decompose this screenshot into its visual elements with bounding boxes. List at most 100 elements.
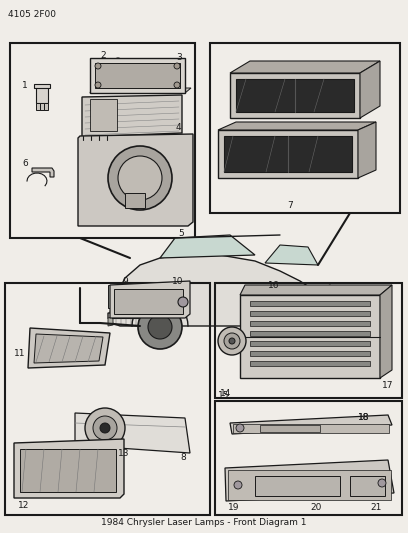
Circle shape: [85, 408, 125, 448]
Circle shape: [100, 423, 110, 433]
Polygon shape: [265, 245, 318, 265]
Polygon shape: [78, 134, 193, 226]
Circle shape: [378, 479, 386, 487]
Circle shape: [118, 156, 162, 200]
Polygon shape: [40, 103, 44, 110]
Text: 5: 5: [178, 229, 184, 238]
Text: 8: 8: [180, 454, 186, 463]
Circle shape: [234, 481, 242, 489]
Polygon shape: [224, 136, 352, 172]
Polygon shape: [218, 130, 358, 178]
Ellipse shape: [50, 466, 70, 476]
Text: 11: 11: [14, 349, 25, 358]
Bar: [228, 470, 391, 500]
Polygon shape: [90, 58, 185, 93]
Text: 1: 1: [22, 82, 28, 91]
Bar: [250, 301, 370, 306]
Text: 9: 9: [122, 277, 128, 286]
Text: 21: 21: [370, 504, 381, 513]
Ellipse shape: [44, 336, 92, 358]
Text: 4: 4: [176, 123, 182, 132]
Polygon shape: [240, 295, 380, 378]
Text: 18: 18: [358, 413, 370, 422]
Polygon shape: [360, 61, 380, 118]
Polygon shape: [108, 317, 113, 326]
Polygon shape: [160, 235, 255, 258]
Text: 4105 2F00: 4105 2F00: [8, 10, 56, 19]
Bar: [90, 99, 117, 131]
Text: 16: 16: [268, 280, 279, 289]
Bar: [215, 283, 402, 398]
Polygon shape: [108, 255, 330, 326]
Bar: [108, 285, 125, 308]
Bar: [250, 321, 370, 326]
Circle shape: [95, 63, 101, 69]
Circle shape: [138, 305, 182, 349]
Polygon shape: [236, 79, 354, 112]
Polygon shape: [230, 415, 392, 434]
Circle shape: [174, 63, 180, 69]
Circle shape: [268, 315, 292, 339]
Polygon shape: [218, 122, 376, 130]
Polygon shape: [82, 95, 182, 137]
Circle shape: [95, 82, 101, 88]
Circle shape: [258, 305, 302, 349]
Polygon shape: [32, 168, 54, 177]
Bar: [10, 43, 195, 238]
Bar: [95, 63, 180, 88]
Polygon shape: [90, 88, 191, 93]
Text: 2: 2: [100, 51, 106, 60]
Bar: [260, 425, 320, 432]
Circle shape: [174, 82, 180, 88]
Polygon shape: [315, 285, 340, 301]
Polygon shape: [44, 103, 48, 110]
Polygon shape: [380, 285, 392, 378]
Bar: [250, 331, 370, 336]
Text: 7: 7: [287, 200, 293, 209]
Circle shape: [218, 327, 246, 355]
Text: 12: 12: [18, 500, 29, 510]
Polygon shape: [240, 285, 392, 295]
Polygon shape: [34, 334, 103, 363]
Polygon shape: [230, 73, 360, 118]
Text: 18: 18: [358, 413, 370, 422]
Text: 14: 14: [220, 389, 231, 398]
Bar: [350, 476, 385, 496]
Bar: [250, 341, 370, 346]
Polygon shape: [36, 103, 40, 110]
Polygon shape: [225, 460, 394, 501]
Text: 17: 17: [382, 381, 393, 390]
Bar: [114, 289, 183, 314]
Text: 20: 20: [310, 504, 322, 513]
Polygon shape: [358, 122, 376, 178]
Bar: [125, 193, 145, 208]
Circle shape: [178, 297, 188, 307]
Text: 15: 15: [218, 391, 229, 400]
Bar: [210, 43, 400, 213]
Bar: [250, 361, 370, 366]
Bar: [5, 283, 210, 515]
Circle shape: [229, 338, 235, 344]
Circle shape: [93, 416, 117, 440]
Bar: [250, 311, 370, 316]
Text: 6: 6: [22, 158, 28, 167]
Circle shape: [224, 333, 240, 349]
Bar: [233, 424, 389, 433]
Text: 19: 19: [228, 504, 239, 513]
Bar: [20, 449, 116, 492]
Text: 10: 10: [172, 277, 184, 286]
Polygon shape: [34, 84, 50, 88]
Polygon shape: [28, 328, 110, 368]
Polygon shape: [36, 86, 48, 103]
Text: 1984 Chrysler Laser Lamps - Front Diagram 1: 1984 Chrysler Laser Lamps - Front Diagra…: [101, 518, 307, 527]
Text: 3: 3: [176, 52, 182, 61]
Text: 13: 13: [118, 448, 129, 457]
Bar: [255, 476, 340, 496]
Polygon shape: [14, 439, 124, 498]
Polygon shape: [75, 413, 190, 453]
Circle shape: [236, 424, 244, 432]
Bar: [250, 351, 370, 356]
Circle shape: [108, 146, 172, 210]
Circle shape: [148, 315, 172, 339]
Polygon shape: [110, 281, 190, 318]
